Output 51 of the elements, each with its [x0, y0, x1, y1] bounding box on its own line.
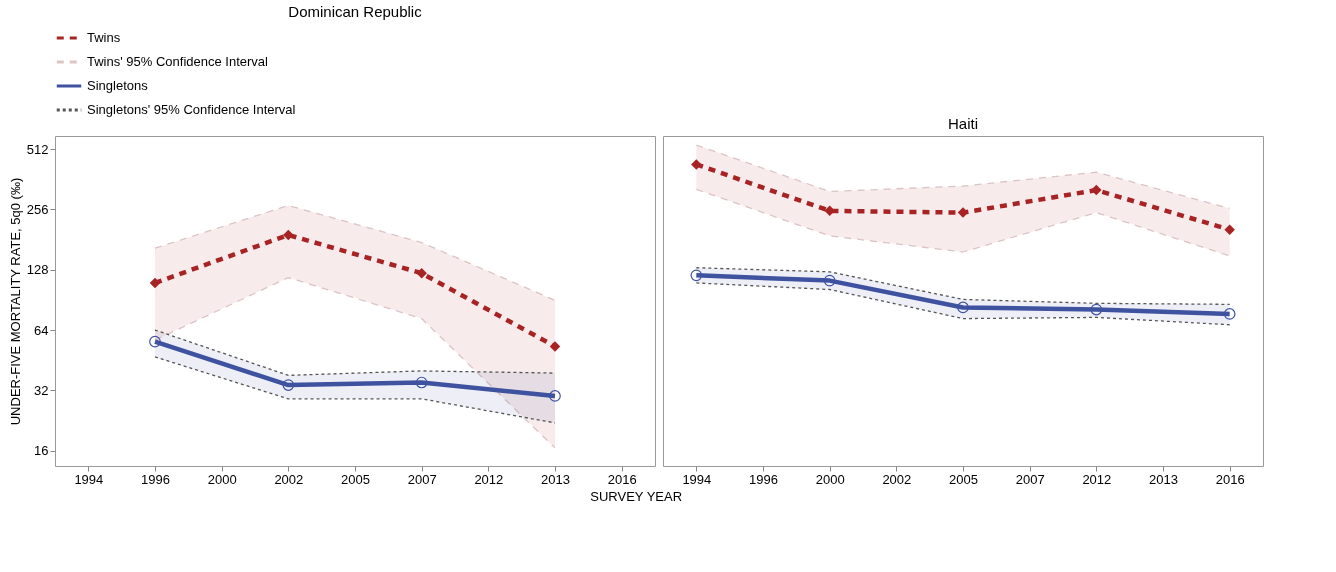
x-tick-label: 1994	[74, 471, 104, 487]
line-series	[154, 276, 556, 449]
chart-title: Haiti	[947, 115, 979, 132]
point	[549, 341, 561, 352]
x-tick-label: 2005	[341, 471, 370, 487]
y-tick-label: 16	[34, 443, 49, 459]
point	[415, 376, 428, 389]
x-tick-label: 2002	[882, 471, 912, 487]
x-tick-label: 2012	[474, 471, 504, 487]
y-axis-title: UNDER-FIVE MORTALITY RATE, 5q0 (‰)	[7, 177, 23, 426]
x-tick-label: 2013	[1149, 471, 1178, 487]
point	[1090, 303, 1103, 316]
x-tick-label: 1996	[141, 471, 170, 487]
point	[1091, 184, 1102, 196]
x-tick-label: 1994	[682, 471, 712, 487]
x-tick-label: 2005	[949, 471, 978, 487]
point	[149, 277, 161, 289]
point	[416, 267, 427, 279]
y-tick-label: 64	[34, 322, 49, 338]
legend-label: Twins	[87, 30, 121, 45]
point	[823, 274, 836, 287]
point	[549, 390, 561, 402]
point	[1223, 308, 1236, 320]
y-tick-label: 32	[34, 382, 49, 398]
point	[149, 335, 161, 348]
point	[282, 379, 295, 391]
x-tick-label: 2013	[541, 471, 570, 487]
chart-title: Dominican Republic	[288, 3, 423, 20]
x-tick-label: 1996	[749, 471, 778, 487]
x-tick-label: 2002	[274, 471, 304, 487]
point	[690, 269, 703, 282]
point	[1224, 224, 1235, 235]
y-tick-label: 128	[26, 262, 49, 278]
y-tick-label: 512	[26, 141, 49, 157]
point	[957, 301, 969, 314]
x-axis-title: SURVEY YEAR	[590, 488, 683, 504]
point	[691, 159, 702, 170]
x-tick-label: 2016	[607, 471, 637, 487]
x-tick-label: 2000	[207, 471, 237, 487]
x-tick-label: 2007	[1015, 471, 1045, 487]
y-tick-label: 256	[26, 201, 49, 217]
point	[957, 207, 969, 218]
x-tick-label: 2012	[1082, 471, 1112, 487]
legend-label: Twins' 95% Confidence Interval	[87, 54, 269, 69]
point	[283, 229, 294, 241]
x-tick-label: 2007	[407, 471, 437, 487]
legend-label: Singletons' 95% Confidence Interval	[87, 102, 296, 117]
legend-label: Singletons	[87, 78, 149, 93]
line-series	[154, 204, 556, 302]
x-tick-label: 2016	[1215, 471, 1245, 487]
x-tick-label: 2000	[815, 471, 845, 487]
